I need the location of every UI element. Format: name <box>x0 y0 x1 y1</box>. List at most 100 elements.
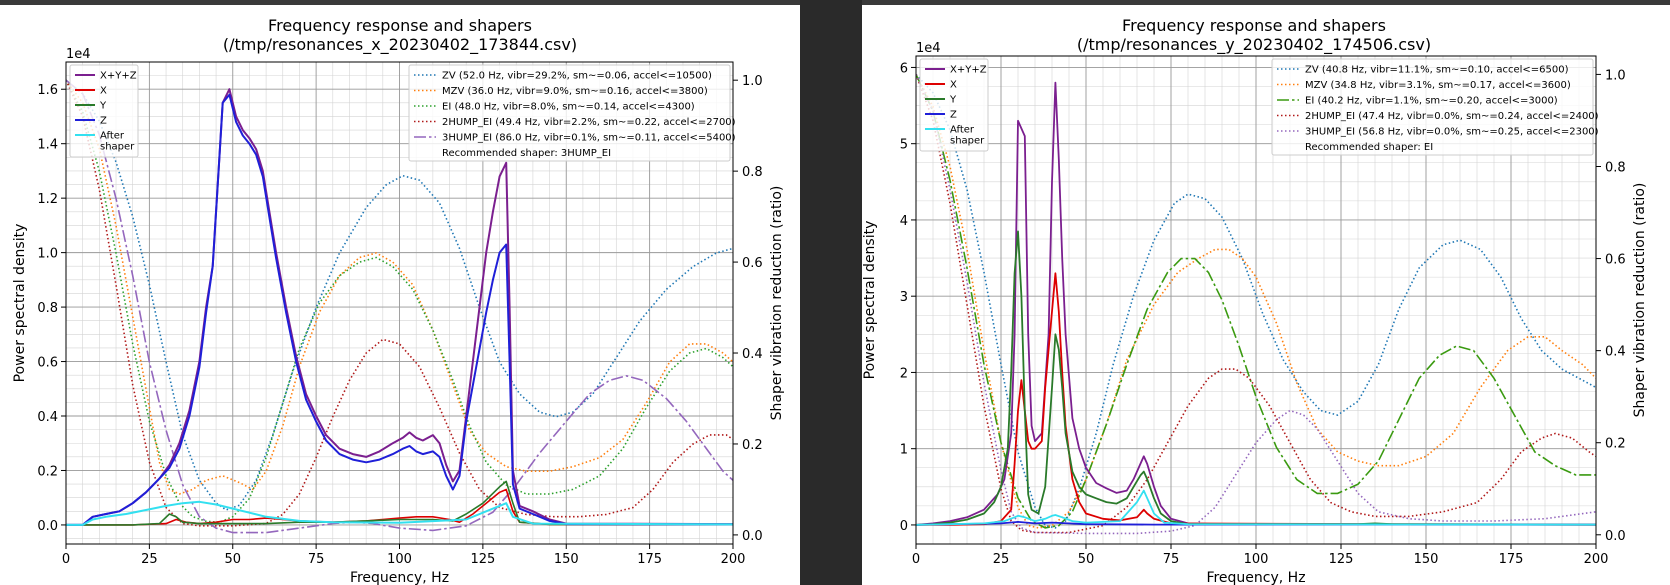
y-tick-label: 2 <box>900 366 908 381</box>
plot-area <box>66 79 733 534</box>
x-axis-label: Frequency, Hz <box>350 570 449 585</box>
legend-left-label: shaper <box>950 136 985 147</box>
x-tick-label: 150 <box>1414 552 1439 567</box>
panel-gap <box>800 0 862 585</box>
x-tick-label: 50 <box>1078 552 1095 567</box>
x-tick-label: 175 <box>1499 552 1524 567</box>
shaper-line-ei <box>66 79 733 524</box>
shaper-line-3hump_ei <box>66 79 733 534</box>
y2-tick-label: 0.8 <box>742 165 763 180</box>
y2-tick-label: 0.6 <box>742 256 763 271</box>
x-tick-label: 100 <box>1244 552 1269 567</box>
psd-line-x-y-z <box>916 81 1596 526</box>
legend-right-label: MZV (34.8 Hz, vibr=3.1%, sm~=0.17, accel… <box>1305 80 1571 91</box>
psd-line-after-shaper <box>66 500 733 526</box>
chart-panel-x: Frequency response and shapers (/tmp/reso… <box>0 5 800 585</box>
y-tick-label: 1.0 <box>37 247 58 262</box>
legend-left-label: Y <box>99 101 107 112</box>
y-tick-label: 1 <box>900 443 908 458</box>
x-tick-label: 200 <box>1584 552 1609 567</box>
y2-tick-label: 0.6 <box>1605 253 1626 268</box>
x-axis-label: Frequency, Hz <box>1206 570 1305 585</box>
legend-left-label: After <box>100 131 125 142</box>
legend-right-label: 2HUMP_EI (47.4 Hz, vibr=0.0%, sm~=0.24, … <box>1305 111 1599 122</box>
y2-tick-label: 0.8 <box>1605 160 1626 175</box>
y2-axis-label: Shaper vibration reduction (ratio) <box>1632 183 1648 418</box>
y2-tick-label: 1.0 <box>1605 68 1626 83</box>
chart-title: Frequency response and shapers <box>268 16 532 35</box>
y-tick-label: 0.8 <box>37 301 58 316</box>
x-tick-label: 25 <box>993 552 1010 567</box>
y2-tick-label: 1.0 <box>742 74 763 89</box>
legend-right-label: ZV (40.8 Hz, vibr=11.1%, sm~=0.10, accel… <box>1305 65 1569 76</box>
y-axis-exponent: 1e4 <box>916 41 941 56</box>
legend-left-label: X <box>100 86 107 97</box>
shaper-line-2hump_ei <box>66 79 733 527</box>
legend-left-label: X <box>950 80 957 91</box>
x-tick-label: 100 <box>387 552 412 567</box>
legend-left-label: X+Y+Z <box>100 71 137 82</box>
shaper-line-zv <box>916 73 1596 529</box>
legend-left-label: X+Y+Z <box>950 65 987 76</box>
x-tick-label: 25 <box>141 552 158 567</box>
legend-left-label: After <box>950 125 975 136</box>
x-tick-label: 75 <box>1163 552 1180 567</box>
chart-title: Frequency response and shapers <box>1122 16 1386 35</box>
y-tick-label: 0.6 <box>37 356 58 371</box>
y2-tick-label: 0.4 <box>742 347 763 362</box>
legend-right-box <box>408 64 731 162</box>
psd-line-x-y-z <box>66 88 733 526</box>
x-tick-label: 50 <box>224 552 241 567</box>
y-tick-label: 3 <box>900 290 908 305</box>
legend-right-label: 3HUMP_EI (56.8 Hz, vibr=0.0%, sm~=0.25, … <box>1305 127 1599 138</box>
y-tick-label: 0.4 <box>37 410 58 425</box>
y2-tick-label: 0.0 <box>1605 529 1626 544</box>
y-tick-label: 1.2 <box>37 192 58 207</box>
chart-y-svg: Frequency response and shapers(/tmp/reso… <box>862 16 1648 585</box>
psd-line-x <box>916 272 1596 526</box>
legend-right-label: ZV (52.0 Hz, vibr=29.2%, sm~=0.06, accel… <box>442 71 712 82</box>
legend-right-label: 2HUMP_EI (49.4 Hz, vibr=2.2%, sm~=0.22, … <box>442 117 736 128</box>
x-tick-label: 0 <box>912 552 920 567</box>
chart-subtitle: (/tmp/resonances_y_20230402_174506.csv) <box>1077 35 1431 55</box>
x-tick-label: 125 <box>470 552 495 567</box>
psd-line-after-shaper <box>916 489 1596 526</box>
y-tick-label: 6 <box>900 61 908 76</box>
y-tick-label: 0.2 <box>37 464 58 479</box>
y2-axis-label: Shaper vibration reduction (ratio) <box>769 186 785 421</box>
y-axis-exponent: 1e4 <box>66 47 91 62</box>
y-axis-label: Power spectral density <box>12 224 28 383</box>
x-tick-label: 150 <box>554 552 579 567</box>
plot-area <box>916 73 1596 535</box>
x-tick-label: 75 <box>308 552 325 567</box>
legend-right-box <box>1271 58 1594 156</box>
y-tick-label: 5 <box>900 138 908 153</box>
legend-right-label: MZV (36.0 Hz, vibr=9.0%, sm~=0.16, accel… <box>442 86 708 97</box>
legend-left-label: shaper <box>100 142 135 153</box>
legend-right-label: EI (40.2 Hz, vibr=1.1%, sm~=0.20, accel<… <box>1305 96 1558 107</box>
y-tick-label: 0.0 <box>37 519 58 534</box>
recommended-shaper-label: Recommended shaper: EI <box>1305 142 1433 153</box>
psd-line-y <box>916 230 1596 526</box>
y2-tick-label: 0.0 <box>742 529 763 544</box>
recommended-shaper-label: Recommended shaper: 3HUMP_EI <box>442 148 611 159</box>
psd-line-z <box>66 93 733 526</box>
x-tick-label: 200 <box>721 552 746 567</box>
y-tick-label: 4 <box>900 214 908 229</box>
legend-right-label: EI (48.0 Hz, vibr=8.0%, sm~=0.14, accel<… <box>442 102 695 113</box>
y2-tick-label: 0.2 <box>1605 437 1626 452</box>
chart-panel-y: Frequency response and shapers (/tmp/reso… <box>862 5 1670 585</box>
x-tick-label: 0 <box>62 552 70 567</box>
chart-x-svg: Frequency response and shapers(/tmp/reso… <box>12 16 785 585</box>
x-tick-label: 125 <box>1329 552 1354 567</box>
y-axis-label: Power spectral density <box>862 221 878 380</box>
shaper-line-3hump_ei <box>916 74 1596 535</box>
y-tick-label: 1.4 <box>37 138 58 153</box>
legend-left-label: Y <box>949 95 957 106</box>
x-tick-label: 175 <box>637 552 662 567</box>
y2-tick-label: 0.4 <box>1605 345 1626 360</box>
legend-left-label: Z <box>950 110 957 121</box>
legend-left-label: Z <box>100 116 107 127</box>
y-tick-label: 0 <box>900 519 908 534</box>
chart-subtitle: (/tmp/resonances_x_20230402_173844.csv) <box>223 35 577 55</box>
